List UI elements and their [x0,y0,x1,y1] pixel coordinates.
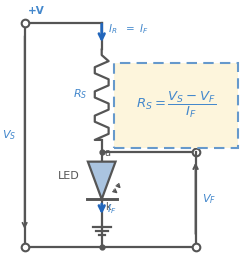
FancyBboxPatch shape [113,63,238,148]
Text: +V: +V [28,6,44,16]
Polygon shape [88,162,115,199]
Text: $I_R$  $=$ $I_F$: $I_R$ $=$ $I_F$ [108,22,148,36]
Text: k: k [105,202,110,212]
Text: $I_F$: $I_F$ [107,202,116,216]
Text: LED: LED [58,171,80,182]
Text: a: a [105,148,111,158]
Text: $R_S$: $R_S$ [73,87,88,101]
Text: $V_S$: $V_S$ [2,128,17,142]
Text: $V_F$: $V_F$ [201,192,216,206]
Text: $R_S = \dfrac{V_S - V_F}{I_F}$: $R_S = \dfrac{V_S - V_F}{I_F}$ [136,90,216,121]
